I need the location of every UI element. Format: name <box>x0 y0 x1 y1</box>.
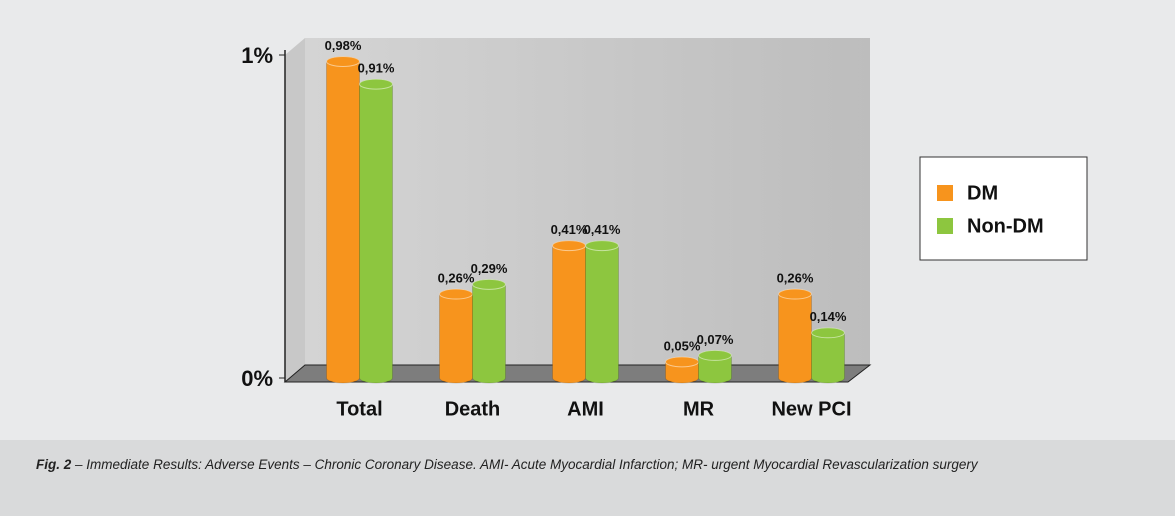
legend-swatch <box>937 218 953 234</box>
value-label: 0,29% <box>471 261 508 276</box>
y-tick-label: 0% <box>241 366 273 391</box>
x-tick-label: Total <box>336 398 382 420</box>
bar-top <box>665 356 699 368</box>
value-label: 0,14% <box>810 309 847 324</box>
bar-top <box>552 240 586 252</box>
caption-label: Fig. 2 <box>36 457 72 472</box>
bar-top <box>359 78 393 90</box>
value-label: 0,26% <box>777 270 814 285</box>
legend-box <box>919 156 1088 261</box>
chart: 0%1%Total0,98%0,91%Death0,26%0,29%AMI0,4… <box>241 38 1088 420</box>
bar-top <box>778 288 812 300</box>
bar <box>326 55 360 384</box>
y-tick-label: 1% <box>241 43 273 68</box>
bar <box>585 240 619 384</box>
bar-top <box>472 278 506 290</box>
caption: Fig. 2 – Immediate Results: Adverse Even… <box>0 440 1175 516</box>
bar <box>439 288 473 384</box>
value-label: 0,91% <box>358 61 395 76</box>
legend-label: Non-DM <box>967 215 1044 237</box>
value-label: 0,41% <box>584 222 621 237</box>
bar <box>552 240 586 384</box>
value-label: 0,07% <box>697 332 734 347</box>
bar-top <box>326 55 360 67</box>
bar <box>472 278 506 384</box>
bar-top <box>811 327 845 339</box>
value-label: 0,26% <box>438 270 475 285</box>
bar <box>778 288 812 384</box>
caption-text: – Immediate Results: Adverse Events – Ch… <box>75 457 978 472</box>
x-tick-label: Death <box>445 398 501 420</box>
value-label: 0,05% <box>664 338 701 353</box>
legend-swatch <box>937 185 953 201</box>
x-tick-label: MR <box>683 398 715 420</box>
value-label: 0,98% <box>325 38 362 53</box>
x-tick-label: AMI <box>567 398 604 420</box>
x-tick-label: New PCI <box>771 398 851 420</box>
bar-top <box>439 288 473 300</box>
value-label: 0,41% <box>551 222 588 237</box>
bar-top <box>585 240 619 252</box>
bar-top <box>698 349 732 361</box>
bar <box>359 78 393 384</box>
back-wall <box>305 38 870 365</box>
legend-label: DM <box>967 182 998 204</box>
side-wall <box>285 38 305 382</box>
